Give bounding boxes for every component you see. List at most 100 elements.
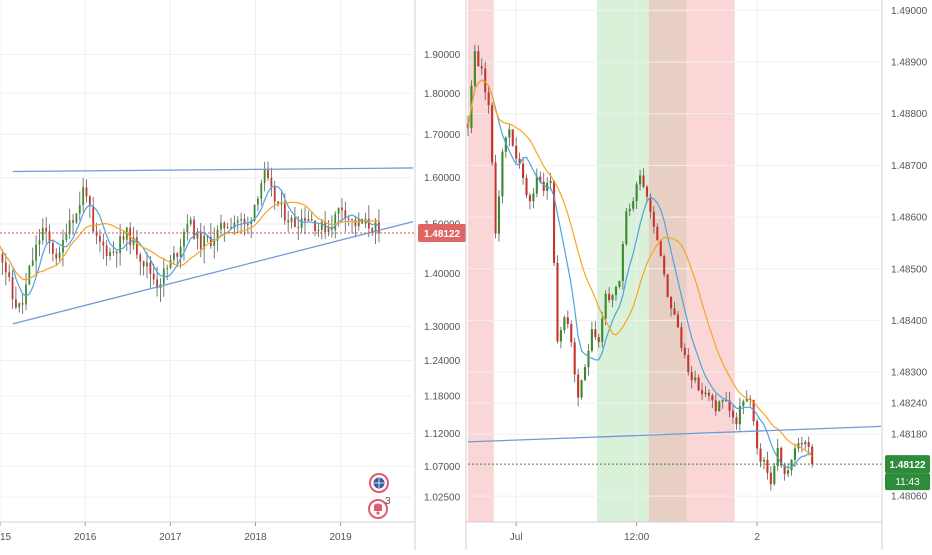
candle-body <box>491 105 494 163</box>
right-y-tick-label: 1.48180 <box>891 430 928 441</box>
candle <box>310 211 313 221</box>
candle <box>628 203 631 217</box>
candle <box>501 148 504 204</box>
candle <box>556 255 559 344</box>
candle <box>45 216 48 244</box>
candle <box>666 274 669 298</box>
candle <box>105 240 108 266</box>
alerts-button[interactable]: 3 <box>368 496 391 519</box>
candle-body <box>78 205 81 214</box>
candle <box>583 364 587 381</box>
candle <box>570 320 573 348</box>
candle-body <box>105 245 108 256</box>
candle-body <box>508 129 511 138</box>
left-chart-plot[interactable] <box>0 161 415 325</box>
candle-body <box>577 374 580 398</box>
candle-body <box>320 221 323 230</box>
candle-body <box>213 240 216 246</box>
candle <box>230 217 232 230</box>
candle <box>804 440 807 450</box>
candle <box>99 229 101 253</box>
last-price-label: 1.48122 <box>424 229 461 240</box>
candle <box>142 260 145 276</box>
candle <box>535 168 538 198</box>
trendline[interactable] <box>12 167 414 173</box>
candle <box>233 215 236 236</box>
candle-body <box>300 218 303 228</box>
candle <box>18 302 21 313</box>
right-chart-plot[interactable] <box>466 44 882 491</box>
moving-average-fast <box>0 185 380 297</box>
candle-body <box>378 222 380 234</box>
candle <box>625 208 628 247</box>
candle-body <box>642 175 645 187</box>
candle-body <box>728 400 731 411</box>
candle <box>800 436 803 453</box>
candle <box>518 152 521 169</box>
candle <box>209 223 212 249</box>
candle-body <box>112 251 115 253</box>
candle-body <box>203 235 206 249</box>
candle-body <box>35 244 37 261</box>
candle <box>473 44 476 90</box>
candle-body <box>119 236 122 254</box>
candle <box>511 129 514 147</box>
candle-body <box>280 203 283 205</box>
candle-body <box>193 219 195 239</box>
candle-body <box>344 210 347 219</box>
candle-body <box>287 220 290 223</box>
moving-average-slow <box>0 201 379 281</box>
candle-body <box>371 228 374 232</box>
candle-body <box>632 201 635 209</box>
candle-body <box>115 251 118 254</box>
candle-body <box>38 240 41 245</box>
candle <box>25 273 27 311</box>
right-y-tick-label: 1.49000 <box>891 6 928 17</box>
candle-body <box>233 222 236 228</box>
candle <box>35 235 37 274</box>
candle-body <box>676 314 679 328</box>
candle <box>263 161 266 192</box>
candle-body <box>347 218 350 220</box>
candle-body <box>85 187 88 197</box>
candle-body <box>277 201 279 205</box>
candle-body <box>604 293 607 319</box>
candle-body <box>273 186 276 202</box>
candle <box>62 229 64 267</box>
candle <box>618 280 621 289</box>
candle <box>270 167 273 197</box>
candle <box>642 168 645 189</box>
candle-body <box>618 280 621 287</box>
candle-body <box>243 219 246 224</box>
candle <box>75 213 78 224</box>
candle-body <box>773 465 776 485</box>
trendline[interactable] <box>467 425 882 443</box>
candle <box>280 189 283 218</box>
candle-body <box>769 472 772 485</box>
session-highlight <box>686 0 735 522</box>
user-avatar[interactable] <box>369 473 389 493</box>
candle-body <box>522 163 525 179</box>
candle <box>477 45 480 67</box>
trendline[interactable] <box>12 221 414 325</box>
candle <box>728 391 731 418</box>
candle-body <box>209 237 212 246</box>
candle <box>742 399 745 414</box>
candle-body <box>21 303 24 305</box>
right-y-tick-label: 1.48300 <box>891 368 928 379</box>
candle <box>162 258 165 297</box>
candle-body <box>807 442 810 447</box>
candle-body <box>597 337 600 342</box>
candle <box>639 169 642 191</box>
candle <box>317 223 320 238</box>
candle-body <box>125 227 128 240</box>
left-y-tick-label: 1.12000 <box>424 429 461 440</box>
candle-body <box>608 293 611 301</box>
candle-body <box>65 234 68 240</box>
left-y-tick-label: 1.18000 <box>424 392 461 403</box>
candle-body <box>183 231 185 247</box>
candle-body <box>169 259 172 268</box>
candle-body <box>68 220 71 235</box>
candle-body <box>787 470 790 474</box>
